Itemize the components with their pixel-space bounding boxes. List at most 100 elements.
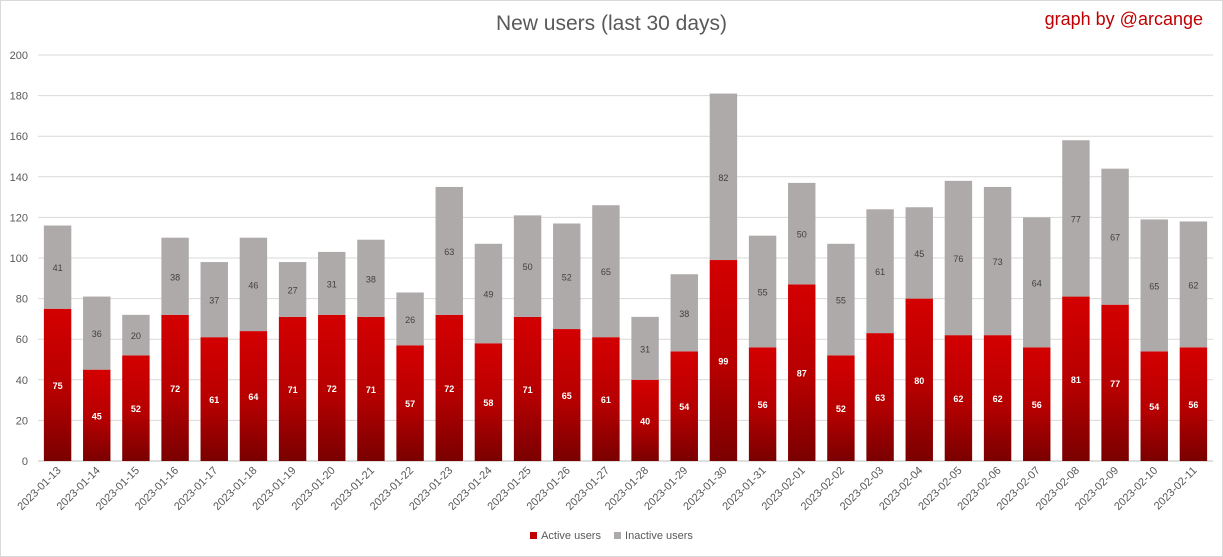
y-tick-label: 200 [10,50,28,62]
data-label-inactive: 31 [640,344,650,354]
data-label-inactive: 77 [1071,214,1081,224]
data-label-active: 61 [601,395,611,405]
bar-inactive-2023-01-26 [553,223,581,330]
bar-inactive-2023-02-06 [983,186,1012,336]
bar-inactive-2023-02-09 [1101,168,1129,305]
data-label-active: 72 [327,384,337,394]
data-label-active: 52 [131,404,141,414]
chart-legend: Active users Inactive users [0,530,1223,542]
bar-active-2023-01-29 [670,351,698,461]
data-label-inactive: 63 [444,247,454,257]
bar-inactive-2023-01-16 [161,237,189,315]
data-label-active: 54 [679,402,689,412]
legend-swatch-inactive [614,532,622,539]
bar-active-2023-01-17 [200,337,228,461]
data-label-active: 87 [797,369,807,379]
bar-inactive-2023-02-01 [788,182,816,285]
bar-inactive-2023-02-04 [905,207,933,299]
data-label-inactive: 55 [758,287,768,297]
y-tick-label: 60 [16,334,28,346]
legend-label-active: Active users [541,530,601,542]
data-label-active: 75 [53,381,63,391]
data-label-active: 40 [640,416,650,426]
data-label-active: 99 [718,357,728,367]
chart-credit: graph by @arcange [1044,9,1203,29]
bar-active-2023-02-10 [1140,351,1168,461]
bar-active-2023-01-23 [435,314,463,461]
bar-inactive-2023-02-10 [1140,219,1168,352]
data-label-inactive: 76 [953,254,963,264]
bar-inactive-2023-01-24 [474,243,503,344]
bar-inactive-2023-01-25 [513,215,542,317]
bar-active-2023-01-24 [474,343,503,461]
bar-active-2023-02-03 [866,333,894,461]
y-tick-label: 180 [10,91,28,103]
data-label-inactive: 36 [92,329,102,339]
data-label-inactive: 41 [53,263,63,273]
bar-inactive-2023-02-07 [1023,217,1051,348]
data-label-inactive: 26 [405,315,415,325]
bar-active-2023-02-05 [944,335,973,461]
y-tick-label: 0 [22,456,28,468]
y-tick-label: 40 [16,375,28,387]
y-tick-label: 100 [10,253,28,265]
bar-inactive-2023-01-30 [709,93,738,261]
y-tick-label: 120 [10,212,28,224]
data-label-inactive: 38 [366,274,376,284]
bar-active-2023-02-08 [1062,296,1090,461]
data-label-inactive: 50 [797,230,807,240]
y-tick-label: 20 [16,415,28,427]
data-label-inactive: 27 [288,285,298,295]
data-label-inactive: 38 [679,309,689,319]
data-label-inactive: 50 [523,262,533,272]
bar-inactive-2023-01-20 [318,251,346,315]
data-label-active: 71 [523,385,533,395]
bar-inactive-2023-02-03 [866,209,894,334]
data-label-inactive: 45 [914,249,924,259]
data-label-active: 71 [366,385,376,395]
bar-active-2023-01-18 [239,331,268,461]
data-label-active: 81 [1071,375,1081,385]
data-label-inactive: 64 [1032,278,1042,288]
data-label-active: 64 [248,392,258,402]
data-label-active: 54 [1149,402,1159,412]
data-label-active: 80 [914,376,924,386]
data-label-inactive: 73 [993,257,1003,267]
data-label-inactive: 38 [170,272,180,282]
data-label-active: 56 [758,400,768,410]
data-label-inactive: 67 [1110,233,1120,243]
data-label-inactive: 46 [248,280,258,290]
data-label-active: 65 [562,391,572,401]
data-label-active: 77 [1110,379,1120,389]
data-label-inactive: 55 [836,296,846,306]
data-label-active: 61 [209,395,219,405]
y-tick-label: 160 [10,131,28,143]
data-label-active: 63 [875,393,885,403]
data-label-active: 58 [483,398,493,408]
bar-active-2023-01-25 [513,316,542,461]
bar-active-2023-02-11 [1179,347,1208,461]
bar-inactive-2023-01-14 [83,296,111,370]
bar-active-2023-01-13 [43,308,72,461]
data-label-inactive: 65 [1149,281,1159,291]
bar-inactive-2023-01-17 [200,262,228,338]
bar-active-2023-01-28 [631,379,659,461]
bar-inactive-2023-01-27 [592,205,620,338]
bar-active-2023-01-31 [748,347,777,461]
bar-inactive-2023-01-18 [239,237,268,332]
bar-inactive-2023-01-29 [670,274,698,352]
bar-inactive-2023-01-21 [357,239,385,317]
data-label-active: 62 [953,394,963,404]
bar-active-2023-01-15 [122,355,150,461]
data-label-inactive: 65 [601,267,611,277]
bar-active-2023-02-01 [788,284,816,461]
bar-inactive-2023-02-08 [1062,140,1090,297]
bar-inactive-2023-02-05 [944,180,973,336]
data-label-inactive: 61 [875,267,885,277]
bar-active-2023-01-22 [396,345,424,461]
legend-entry-active: Active users [530,530,601,542]
bar-inactive-2023-01-23 [435,186,463,315]
data-label-inactive: 62 [1188,280,1198,290]
legend-entry-inactive: Inactive users [614,530,693,542]
